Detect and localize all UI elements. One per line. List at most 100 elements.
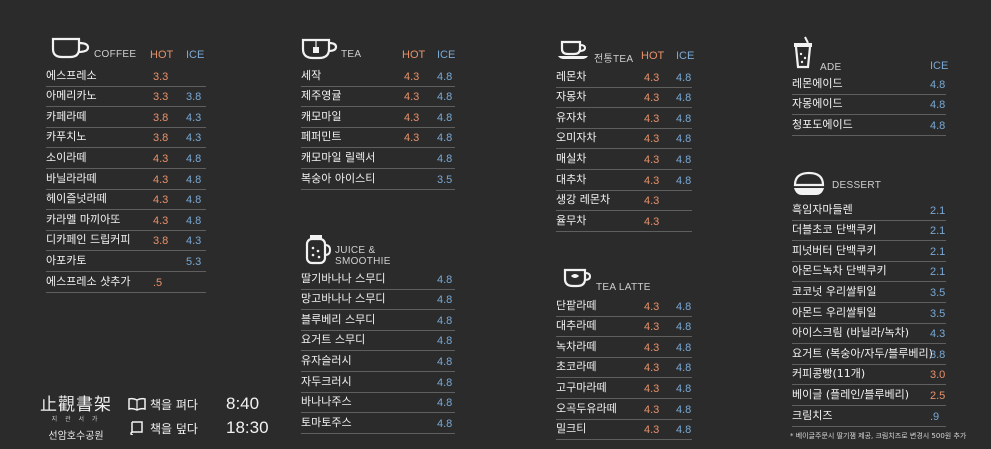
price: 4.3: [930, 328, 946, 341]
menu-item-name: 요거트 스무디: [301, 333, 366, 347]
menu-item: 블루베리 스무디 4.8: [301, 310, 455, 331]
price: 3.5: [930, 286, 946, 299]
hot-price: 3.8: [153, 111, 169, 124]
traditional-tea-hot-label: HOT: [641, 50, 665, 62]
hot-price: 4.3: [644, 195, 660, 208]
menu-item-name: 바나나주스: [301, 395, 352, 409]
menu-item-name: 자몽차: [556, 90, 587, 104]
ice-price: 4.3: [186, 235, 202, 248]
open-book-icon: [128, 397, 146, 411]
hot-price: 4.3: [404, 111, 420, 124]
hot-price: 4.3: [644, 112, 660, 125]
menu-item: 요거트 (복숭아/자두/블루베리) 3.8: [792, 344, 946, 365]
price: 2.1: [930, 225, 946, 238]
price: 3.0: [930, 369, 946, 382]
ice-price: 3.8: [186, 91, 202, 104]
menu-item-name: 토마토주스: [301, 415, 352, 429]
hot-price: 4.3: [644, 382, 660, 395]
ice-price: 4.8: [437, 132, 453, 145]
menu-item-name: 레몬에이드: [792, 76, 843, 90]
price: .9: [930, 410, 940, 423]
menu-item: 자몽에이드 4.8: [792, 95, 946, 116]
menu-item-name: 카페라떼: [46, 109, 87, 123]
traditional-tea-section: 전통TEA HOT ICE 레몬차 4.3 4.8 자몽차 4.3 4.8 유자차 4.3 4.…: [556, 40, 694, 232]
menu-item: 소이라떼 4.3 4.8: [46, 148, 206, 169]
menu-item: 오미자차 4.3 4.8: [556, 129, 692, 150]
menu-item-name: 아이스크림 (바닐라/녹차): [792, 326, 909, 340]
menu-item-name: 아메리카노: [46, 89, 97, 103]
brand-place: 선암호수공원: [48, 431, 104, 442]
coffee-section: COFFEE HOT ICE 에스프레소 3.3 아메리카노 3.3 3.8 카페라떼 3.…: [46, 37, 206, 293]
price: 2.5: [930, 389, 946, 402]
hot-price: .5: [153, 276, 163, 289]
hot-price: 4.3: [644, 153, 660, 166]
coffee-title: COFFEE: [94, 49, 137, 60]
menu-item-name: 제주영귤: [301, 89, 342, 103]
tea-header: TEA HOT ICE: [301, 38, 456, 66]
coffee-ice-label: ICE: [186, 49, 205, 61]
ice-price: 4.8: [676, 300, 692, 313]
menu-item: 커피콩빵(11개) 3.0: [792, 365, 946, 386]
menu-item: 아메리카노 3.3 3.8: [46, 87, 206, 108]
menu-item-name: 헤이즐넛라떼: [46, 192, 107, 206]
menu-item-name: 바닐라라떼: [46, 171, 97, 185]
menu-item-name: 생강 레몬차: [556, 193, 611, 207]
ade-header: ADE ICE: [792, 36, 948, 74]
menu-item: 대추라떼 4.3 4.8: [556, 317, 692, 338]
menu-item-name: 코코넛 우리쌀튀일: [792, 284, 877, 298]
tea-ice-label: ICE: [437, 49, 456, 61]
latte-cup-icon: [563, 268, 592, 288]
ice-price: 4.8: [437, 91, 453, 104]
juice-header: JUICE & SMOOTHIE: [301, 233, 455, 269]
menu-item-name: 피넛버터 단백쿠키: [792, 243, 877, 257]
menu-item-name: 청포도에이드: [792, 117, 853, 131]
menu-item-name: 더블초코 단백쿠키: [792, 223, 877, 237]
price: 4.8: [930, 119, 946, 132]
ice-price: 4.8: [676, 112, 692, 125]
ice-price: 4.3: [186, 111, 202, 124]
menu-item-name: 아몬드 우리쌀튀일: [792, 305, 877, 319]
menu-item-name: 에스프레소: [46, 68, 97, 82]
menu-item: 대추차 4.3 4.8: [556, 170, 692, 191]
price: 2.1: [930, 245, 946, 258]
hot-price: 4.3: [153, 173, 169, 186]
hot-price: 3.8: [153, 132, 169, 145]
menu-item: 초코라떼 4.3 4.8: [556, 358, 692, 379]
closing-hours-row: 책을 덮다 18:30: [128, 416, 269, 440]
price: 4.8: [437, 397, 453, 410]
menu-item-name: 단팥라떼: [556, 298, 597, 312]
menu-item: 아포카토 5.3: [46, 251, 206, 272]
menu-item-name: 대추라떼: [556, 319, 597, 333]
menu-item-name: 요거트 (복숭아/자두/블루베리): [792, 346, 933, 360]
menu-item: 망고바나나 스무디 4.8: [301, 290, 455, 311]
dessert-list: 흑임자마들렌 2.1 더블초코 단백쿠키 2.1 피넛버터 단백쿠키 2.1 아몬드녹차 단…: [792, 200, 946, 427]
ice-price: 5.3: [186, 255, 202, 268]
opening-time: 8:40: [226, 394, 260, 413]
hot-price: 4.3: [644, 92, 660, 105]
ice-price: 4.8: [676, 71, 692, 84]
price: 4.8: [437, 376, 453, 389]
menu-item-name: 고구마라떼: [556, 380, 607, 394]
menu-item-name: 소이라떼: [46, 150, 87, 164]
ice-price: 4.3: [186, 132, 202, 145]
menu-item-name: 오곡두유라떼: [556, 401, 617, 415]
coffee-list: 에스프레소 3.3 아메리카노 3.3 3.8 카페라떼 3.8 4.3 카푸치노 3.8 4.3 소…: [46, 66, 206, 293]
tea-latte-section: TEA LATTE 단팥라떼 4.3 4.8 대추라떼 4.3 4.8 녹차라떼 4.3 4.8…: [556, 268, 692, 441]
opening-label: 책을 펴다: [150, 397, 198, 412]
price: 3.5: [930, 307, 946, 320]
menu-item: 레몬에이드 4.8: [792, 74, 946, 95]
menu-item-name: 레몬차: [556, 69, 587, 83]
hot-price: 4.3: [644, 362, 660, 375]
menu-item-name: 카푸치노: [46, 130, 87, 144]
menu-item: 바닐라라떼 4.3 4.8: [46, 169, 206, 190]
ice-price: 4.8: [676, 92, 692, 105]
menu-item: 오곡두유라떼 4.3 4.8: [556, 399, 692, 420]
coffee-hot-label: HOT: [150, 49, 174, 61]
hot-price: 4.3: [153, 152, 169, 165]
ice-price: 4.8: [676, 321, 692, 334]
juice-jar-icon: [305, 235, 332, 265]
menu-item-name: 세작: [301, 68, 322, 82]
menu-item-name: 자몽에이드: [792, 97, 843, 111]
menu-item-name: 망고바나나 스무디: [301, 292, 386, 306]
ade-title: ADE: [820, 62, 842, 73]
